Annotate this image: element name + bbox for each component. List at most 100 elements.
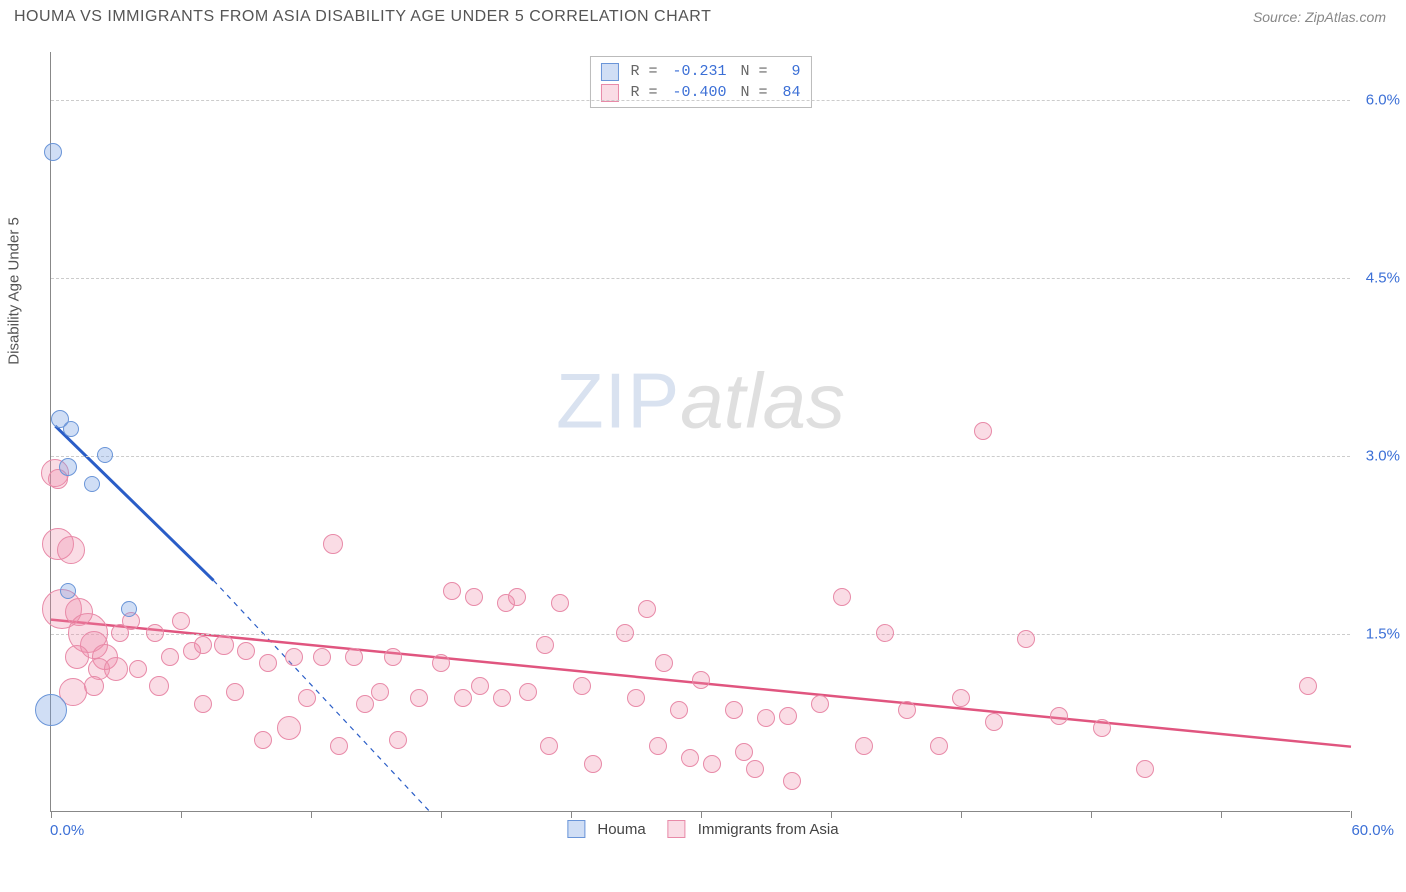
watermark-zip: ZIP — [556, 357, 680, 445]
bubble-asia — [161, 648, 179, 666]
bubble-asia — [471, 677, 489, 695]
bubble-asia — [508, 588, 526, 606]
bubble-asia — [783, 772, 801, 790]
legend-series: Houma Immigrants from Asia — [567, 820, 838, 838]
bubble-asia — [277, 716, 301, 740]
bubble-asia — [432, 654, 450, 672]
bubble-houma — [44, 143, 62, 161]
legend-n-label: N = — [741, 61, 768, 82]
x-tick — [701, 811, 702, 818]
source-label: Source: ZipAtlas.com — [1253, 9, 1386, 25]
bubble-houma — [59, 458, 77, 476]
bubble-asia — [454, 689, 472, 707]
bubble-asia — [1093, 719, 1111, 737]
bubble-asia — [1050, 707, 1068, 725]
legend-n-value: 9 — [774, 61, 801, 82]
bubble-houma — [97, 447, 113, 463]
bubble-asia — [952, 689, 970, 707]
bubble-asia — [638, 600, 656, 618]
bubble-asia — [540, 737, 558, 755]
bubble-asia — [536, 636, 554, 654]
watermark-atlas: atlas — [680, 357, 845, 445]
legend-swatch — [567, 820, 585, 838]
bubble-asia — [259, 654, 277, 672]
bubble-asia — [985, 713, 1003, 731]
bubble-asia — [616, 624, 634, 642]
bubble-asia — [1299, 677, 1317, 695]
legend-r-value: -0.231 — [663, 61, 726, 82]
x-tick — [571, 811, 572, 818]
y-axis-title: Disability Age Under 5 — [6, 217, 23, 365]
bubble-asia — [725, 701, 743, 719]
x-tick — [1221, 811, 1222, 818]
x-tick — [51, 811, 52, 818]
bubble-asia — [833, 588, 851, 606]
bubble-asia — [573, 677, 591, 695]
legend-series-item: Houma — [567, 820, 645, 838]
bubble-asia — [298, 689, 316, 707]
bubble-asia — [974, 422, 992, 440]
bubble-asia — [226, 683, 244, 701]
bubble-asia — [172, 612, 190, 630]
bubble-asia — [655, 654, 673, 672]
bubble-asia — [811, 695, 829, 713]
x-tick — [181, 811, 182, 818]
bubble-asia — [84, 676, 104, 696]
bubble-asia — [146, 624, 164, 642]
bubble-asia — [692, 671, 710, 689]
bubble-asia — [345, 648, 363, 666]
bubble-asia — [703, 755, 721, 773]
bubble-houma — [63, 421, 79, 437]
bubble-asia — [313, 648, 331, 666]
bubble-asia — [443, 582, 461, 600]
bubble-asia — [735, 743, 753, 761]
bubble-asia — [285, 648, 303, 666]
bubble-asia — [65, 645, 89, 669]
x-tick — [311, 811, 312, 818]
bubble-asia — [1017, 630, 1035, 648]
bubble-asia — [194, 636, 212, 654]
bubble-asia — [465, 588, 483, 606]
bubble-asia — [855, 737, 873, 755]
bubble-asia — [194, 695, 212, 713]
bubble-asia — [254, 731, 272, 749]
bubble-asia — [519, 683, 537, 701]
bubble-asia — [323, 534, 343, 554]
bubble-asia — [104, 657, 128, 681]
y-tick-label: 1.5% — [1356, 625, 1400, 642]
grid-line — [51, 100, 1350, 101]
bubble-asia — [876, 624, 894, 642]
bubble-asia — [898, 701, 916, 719]
bubble-asia — [410, 689, 428, 707]
bubble-houma — [121, 601, 137, 617]
legend-series-item: Immigrants from Asia — [668, 820, 839, 838]
legend-r-label: R = — [630, 61, 657, 82]
x-tick — [441, 811, 442, 818]
grid-line — [51, 456, 1350, 457]
legend-series-label: Houma — [597, 821, 645, 838]
bubble-asia — [389, 731, 407, 749]
bubble-asia — [670, 701, 688, 719]
bubble-asia — [356, 695, 374, 713]
bubble-asia — [681, 749, 699, 767]
legend-correlation-row: R = -0.231 N = 9 — [600, 61, 800, 82]
bubble-houma — [35, 694, 67, 726]
bubble-houma — [84, 476, 100, 492]
x-tick — [831, 811, 832, 818]
x-tick — [961, 811, 962, 818]
bubble-asia — [129, 660, 147, 678]
bubble-asia — [237, 642, 255, 660]
legend-swatch — [600, 63, 618, 81]
watermark: ZIPatlas — [556, 356, 845, 447]
x-tick — [1091, 811, 1092, 818]
x-axis-max-label: 60.0% — [1351, 822, 1394, 839]
bubble-asia — [649, 737, 667, 755]
bubble-asia — [214, 635, 234, 655]
bubble-asia — [1136, 760, 1154, 778]
grid-line — [51, 278, 1350, 279]
plot-area: ZIPatlas R = -0.231N = 9R = -0.400N = 84… — [50, 52, 1350, 812]
bubble-asia — [493, 689, 511, 707]
legend-series-label: Immigrants from Asia — [698, 821, 839, 838]
y-tick-label: 6.0% — [1356, 91, 1400, 108]
bubble-asia — [57, 536, 85, 564]
